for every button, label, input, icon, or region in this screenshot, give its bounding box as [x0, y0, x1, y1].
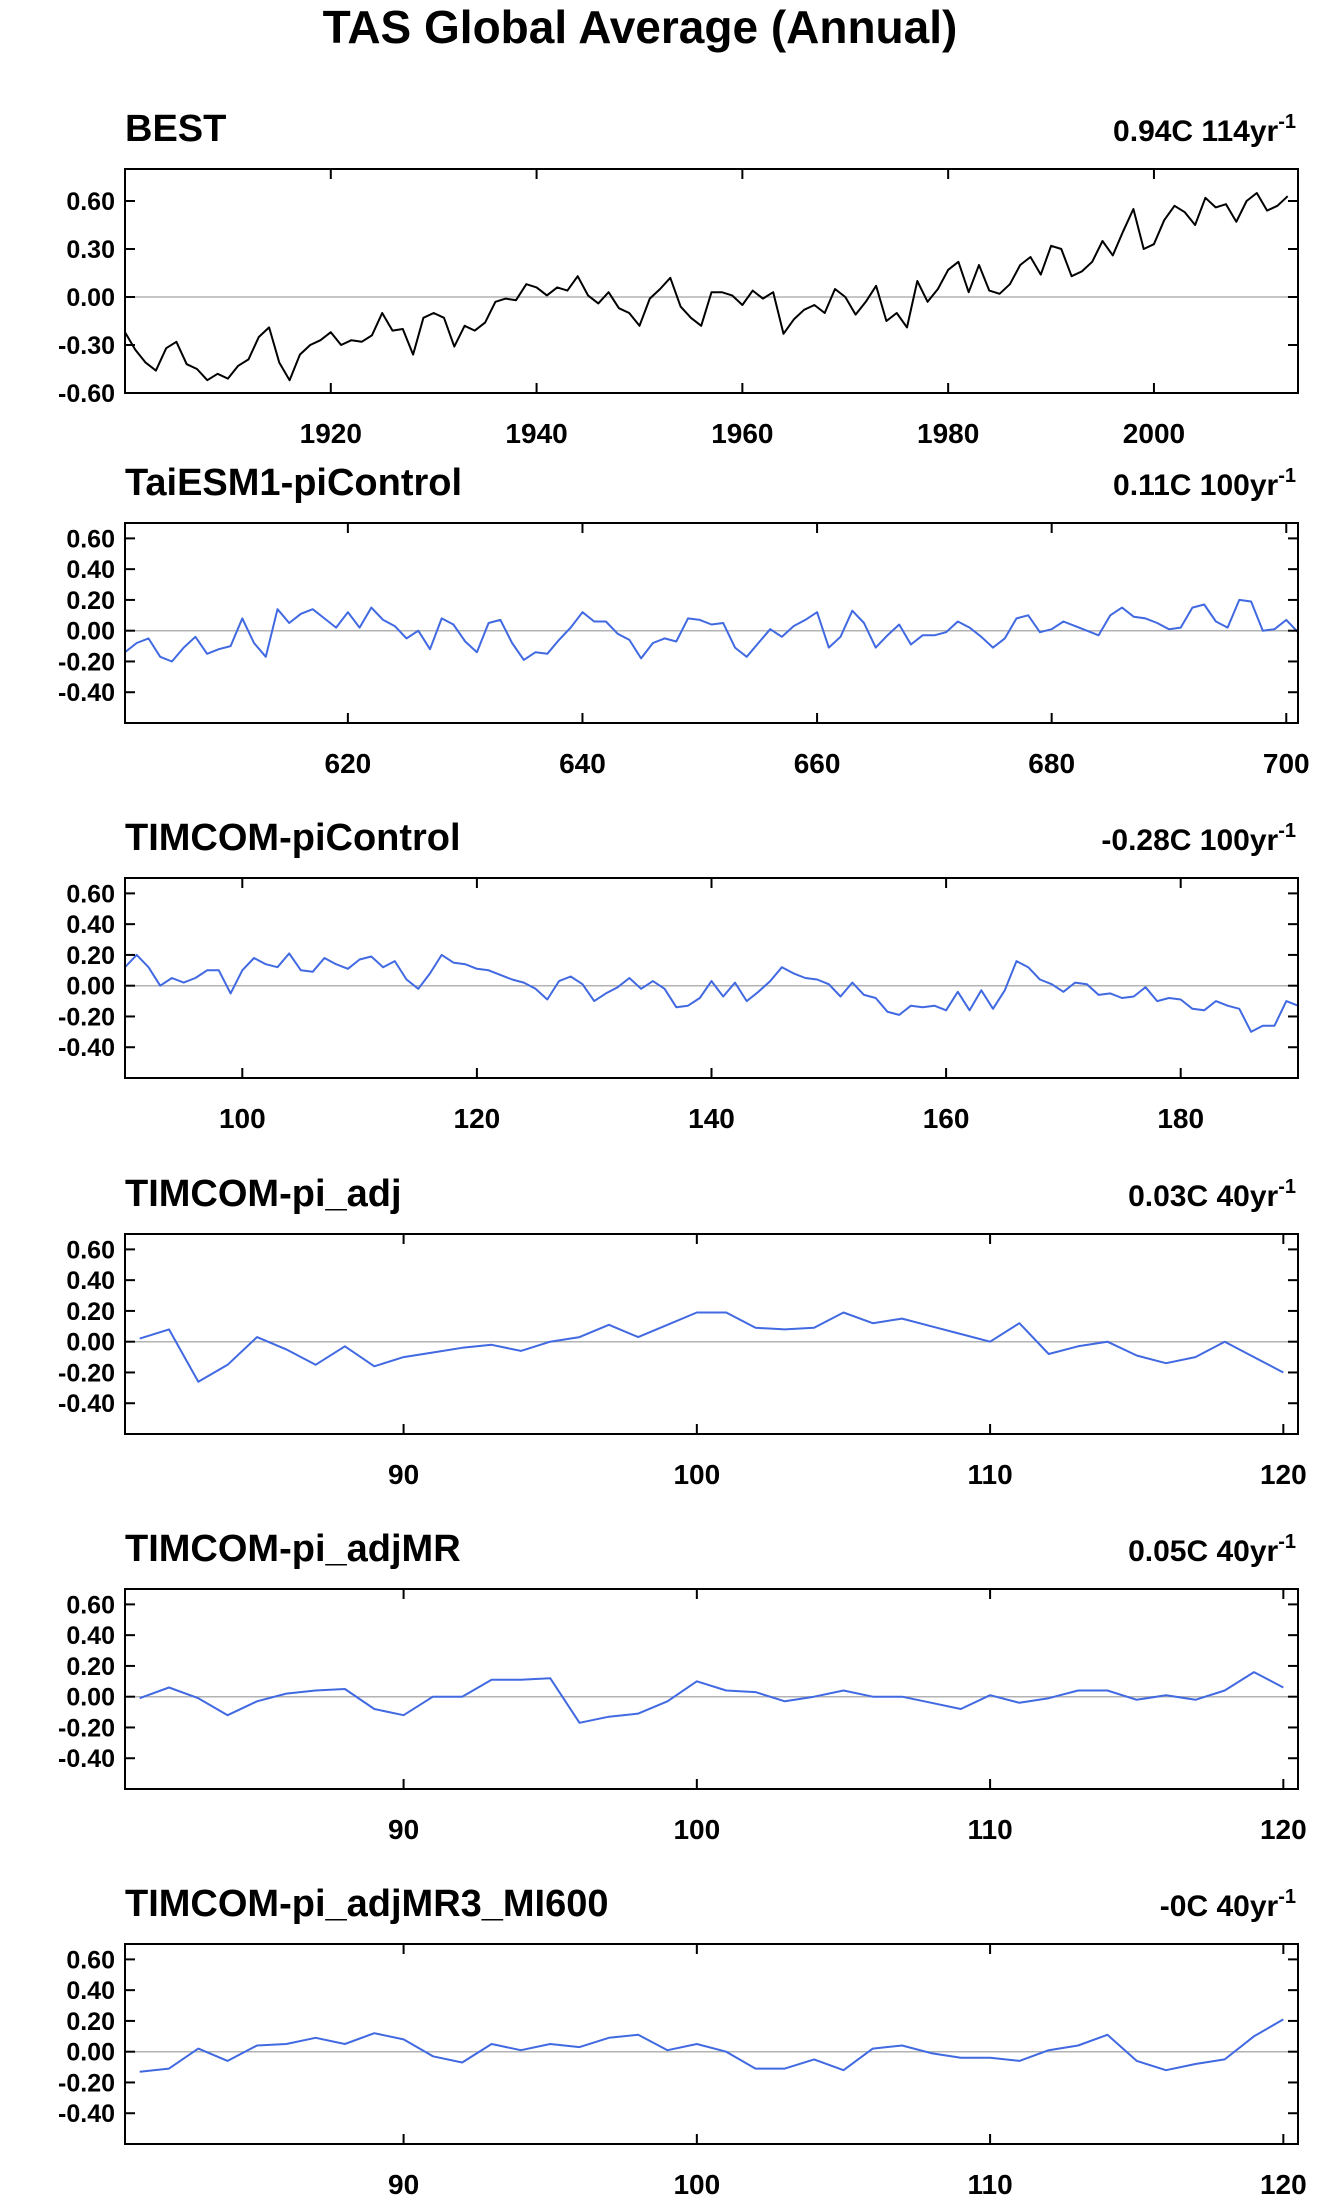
- y-tick-label: -0.40: [58, 2100, 115, 2128]
- panel-trend-note: 0.11C 100yr-1: [1113, 465, 1296, 502]
- panel-trend-note: -0.28C 100yr-1: [1101, 820, 1296, 857]
- x-tick-label: 100: [673, 1459, 720, 1490]
- y-tick-label: 0.60: [66, 1236, 115, 1264]
- x-tick-label: 90: [388, 2169, 419, 2200]
- y-tick-label: 0.60: [66, 1591, 115, 1619]
- x-tick-label: 660: [794, 748, 841, 779]
- y-tick-label: 0.60: [66, 1946, 115, 1974]
- y-tick-label: 0.00: [66, 973, 115, 1001]
- x-tick-label: 110: [968, 1459, 1013, 1490]
- plot-frame: [124, 1588, 1299, 1790]
- panel-trend-note: 0.94C 114yr-1: [1113, 111, 1296, 148]
- y-tick-label: 0.20: [66, 587, 115, 615]
- x-tick-label: 100: [673, 2169, 720, 2200]
- y-tick-label: 0.40: [66, 1267, 115, 1295]
- plot-frame: [124, 1943, 1299, 2145]
- x-tick-label: 120: [454, 1103, 501, 1134]
- series-line: [124, 598, 1299, 663]
- y-tick-label: -0.20: [58, 1714, 115, 1742]
- panel-6: TIMCOM-pi_adjMR3_MI600 -0C 40yr-1 -0.40 -0.…: [58, 1883, 1307, 2200]
- x-tick-label: 680: [1028, 748, 1075, 779]
- y-tick-label: 0.20: [66, 1653, 115, 1681]
- panel-title: TIMCOM-pi_adjMR3_MI600: [125, 1883, 609, 1925]
- series-line: [139, 1671, 1284, 1724]
- x-tick-label: 120: [1260, 2169, 1307, 2200]
- panel-5: TIMCOM-pi_adjMR 0.05C 40yr-1 -0.40 -0.200.0…: [58, 1528, 1307, 1845]
- plot-frame: [124, 1233, 1299, 1435]
- y-tick-label: 0.00: [66, 1329, 115, 1357]
- panel-1: BEST 0.94C 114yr-1 -0.60 -0.30 0.00 0.30 0.60 1…: [58, 108, 1299, 449]
- plot-frame: [124, 522, 1299, 724]
- plot-frame: [124, 877, 1299, 1079]
- y-tick-label: 0.20: [66, 1298, 115, 1326]
- y-tick-label: 0.60: [66, 525, 115, 553]
- x-tick-label: 100: [673, 1814, 720, 1845]
- y-tick-label: 0.40: [66, 1622, 115, 1650]
- y-tick-label: -0.20: [58, 1003, 115, 1031]
- series-line: [139, 2018, 1284, 2073]
- x-tick-label: 110: [968, 1814, 1013, 1845]
- y-tick-label: -0.40: [58, 1034, 115, 1062]
- plot-frame: [124, 168, 1299, 394]
- x-tick-label: 110: [968, 2169, 1013, 2200]
- y-tick-label: -0.40: [58, 1745, 115, 1773]
- x-tick-label: 1940: [505, 418, 567, 449]
- x-tick-label: 1960: [711, 418, 773, 449]
- y-tick-label: -0.30: [58, 332, 115, 360]
- series-line: [139, 1311, 1284, 1383]
- panel-title: TIMCOM-pi_adj: [125, 1173, 402, 1215]
- series-line: [124, 192, 1289, 382]
- x-tick-label: 620: [325, 748, 372, 779]
- panel-trend-note: 0.05C 40yr-1: [1128, 1531, 1296, 1568]
- x-tick-label: 640: [559, 748, 606, 779]
- x-tick-label: 1920: [300, 418, 362, 449]
- y-tick-label: 0.60: [66, 188, 115, 216]
- x-tick-label: 180: [1157, 1103, 1204, 1134]
- y-tick-label: 0.30: [66, 236, 115, 264]
- y-tick-label: -0.40: [58, 679, 115, 707]
- y-tick-label: 0.60: [66, 880, 115, 908]
- y-tick-label: 0.20: [66, 942, 115, 970]
- y-tick-label: -0.20: [58, 648, 115, 676]
- y-tick-label: -0.40: [58, 1390, 115, 1418]
- x-tick-label: 90: [388, 1814, 419, 1845]
- x-tick-label: 140: [688, 1103, 735, 1134]
- x-tick-label: 700: [1263, 748, 1310, 779]
- panel-3: TIMCOM-piControl -0.28C 100yr-1 -0.40 -0.20…: [58, 817, 1299, 1134]
- y-tick-label: 0.20: [66, 2008, 115, 2036]
- panel-2: TaiESM1-piControl 0.11C 100yr-1 -0.40 -0.20…: [58, 462, 1310, 779]
- panel-trend-note: -0C 40yr-1: [1160, 1886, 1296, 1923]
- x-tick-label: 160: [923, 1103, 970, 1134]
- x-tick-label: 90: [388, 1459, 419, 1490]
- series-line: [124, 952, 1299, 1033]
- y-tick-label: 0.00: [66, 618, 115, 646]
- y-tick-label: 0.40: [66, 1977, 115, 2005]
- panel-4: TIMCOM-pi_adj 0.03C 40yr-1 -0.40 -0.200.00 0…: [58, 1173, 1307, 1490]
- y-tick-label: 0.00: [66, 1684, 115, 1712]
- y-tick-label: 0.40: [66, 556, 115, 584]
- x-tick-label: 100: [219, 1103, 266, 1134]
- figure-title: TAS Global Average (Annual): [323, 1, 958, 53]
- panel-title: BEST: [125, 108, 226, 150]
- y-tick-label: 0.00: [66, 2039, 115, 2067]
- y-tick-label: 0.40: [66, 911, 115, 939]
- panel-title: TIMCOM-piControl: [125, 817, 461, 859]
- y-tick-label: 0.00: [66, 284, 115, 312]
- panel-trend-note: 0.03C 40yr-1: [1128, 1176, 1296, 1213]
- x-tick-label: 120: [1260, 1459, 1307, 1490]
- x-tick-label: 120: [1260, 1814, 1307, 1845]
- y-tick-label: -0.60: [58, 380, 115, 408]
- panels: BEST 0.94C 114yr-1 -0.60 -0.30 0.00 0.30 0.60 1…: [58, 108, 1310, 2200]
- panel-title: TaiESM1-piControl: [125, 462, 462, 504]
- y-tick-label: -0.20: [58, 2069, 115, 2097]
- panel-title: TIMCOM-pi_adjMR: [125, 1528, 461, 1570]
- x-tick-label: 1980: [917, 418, 979, 449]
- y-tick-label: -0.20: [58, 1359, 115, 1387]
- x-tick-label: 2000: [1123, 418, 1185, 449]
